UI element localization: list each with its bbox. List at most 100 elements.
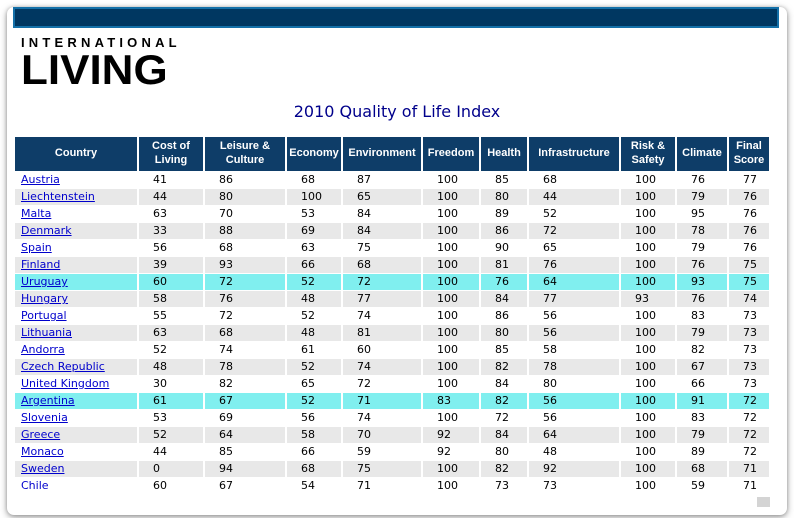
score-cell: 91 — [677, 393, 727, 409]
table-row: Spain 56 68 63 75 100 90 65 100 79 76 — [15, 240, 769, 256]
score-cell: 78 — [529, 359, 619, 375]
score-cell: 81 — [481, 257, 527, 273]
country-link[interactable]: Denmark — [21, 224, 72, 237]
score-cell: 82 — [219, 377, 233, 390]
score-cell: 100 — [635, 479, 656, 492]
score-cell: 100 — [437, 479, 458, 492]
score-cell: 52 — [287, 359, 341, 375]
score-cell: 92 — [423, 427, 479, 443]
country-cell: Czech Republic — [15, 359, 137, 375]
score-cell: 100 — [423, 223, 479, 239]
score-cell: 56 — [529, 325, 619, 341]
score-cell: 80 — [495, 445, 509, 458]
country-link[interactable]: Monaco — [21, 445, 64, 458]
country-link[interactable]: Hungary — [21, 292, 68, 305]
score-cell: 65 — [301, 377, 315, 390]
score-cell: 72 — [357, 377, 371, 390]
country-cell: Hungary — [15, 291, 137, 307]
table-row: Sweden 0 94 68 75 100 82 92 100 68 71 — [15, 461, 769, 477]
score-cell: 90 — [495, 241, 509, 254]
score-cell: 67 — [205, 393, 285, 409]
country-link[interactable]: United Kingdom — [21, 377, 110, 390]
score-cell: 60 — [357, 343, 371, 356]
score-cell: 58 — [287, 427, 341, 443]
country-link[interactable]: Liechtenstein — [21, 190, 95, 203]
score-cell: 63 — [301, 241, 315, 254]
table-row: Czech Republic 48 78 52 74 100 82 78 100 67 73 — [15, 359, 769, 375]
score-cell: 72 — [205, 274, 285, 290]
country-link[interactable]: Slovenia — [21, 411, 68, 424]
country-link[interactable]: Lithuania — [21, 326, 72, 339]
score-cell: 72 — [495, 411, 509, 424]
score-cell: 86 — [481, 223, 527, 239]
score-cell: 82 — [481, 393, 527, 409]
score-cell: 44 — [153, 445, 167, 458]
country-link[interactable]: Portugal — [21, 309, 67, 322]
country-link[interactable]: Argentina — [21, 394, 75, 407]
score-cell: 60 — [153, 479, 167, 492]
score-cell: 59 — [357, 445, 371, 458]
country-link[interactable]: Spain — [21, 241, 52, 254]
country-cell: United Kingdom — [15, 376, 137, 392]
country-link[interactable]: Greece — [21, 428, 61, 441]
score-cell: 100 — [621, 223, 675, 239]
score-cell: 100 — [621, 257, 675, 273]
score-cell: 74 — [357, 411, 371, 424]
score-cell: 100 — [621, 325, 675, 341]
score-cell: 63 — [139, 325, 203, 341]
column-header-infrastructure: Infrastructure — [529, 137, 619, 171]
country-cell: Argentina — [15, 393, 137, 409]
column-header-environment: Environment — [343, 137, 421, 171]
score-cell: 100 — [621, 274, 675, 290]
score-cell: 80 — [481, 325, 527, 341]
score-cell: 73 — [743, 309, 757, 322]
country-cell: Malta — [15, 206, 137, 222]
country-cell: Liechtenstein — [15, 189, 137, 205]
score-cell: 100 — [423, 461, 479, 477]
country-link[interactable]: Sweden — [21, 462, 65, 475]
score-cell: 61 — [139, 393, 203, 409]
column-header-final-score: Final Score — [729, 137, 769, 171]
score-cell: 48 — [287, 291, 341, 307]
country-link[interactable]: Finland — [21, 258, 61, 271]
table-row: Monaco 44 85 66 59 92 80 48 100 89 72 — [15, 444, 769, 460]
score-cell: 68 — [205, 325, 285, 341]
score-cell: 52 — [153, 343, 167, 356]
score-cell: 87 — [357, 173, 371, 186]
score-cell: 72 — [729, 393, 769, 409]
score-cell: 70 — [343, 427, 421, 443]
score-cell: 53 — [153, 411, 167, 424]
table-row: Lithuania 63 68 48 81 100 80 56 100 79 73 — [15, 325, 769, 341]
country-cell: Andorra — [15, 342, 137, 358]
score-cell: 59 — [691, 479, 705, 492]
country-link[interactable]: Malta — [21, 207, 52, 220]
score-cell: 76 — [529, 257, 619, 273]
score-cell: 65 — [343, 189, 421, 205]
score-cell: 89 — [495, 207, 509, 220]
score-cell: 65 — [543, 241, 557, 254]
page-card: INTERNATIONAL LIVING 2010 Quality of Lif… — [7, 7, 787, 515]
score-cell: 30 — [153, 377, 167, 390]
score-cell: 67 — [219, 479, 233, 492]
score-cell: 52 — [139, 427, 203, 443]
score-cell: 93 — [621, 291, 675, 307]
score-cell: 68 — [543, 173, 557, 186]
score-cell: 100 — [423, 274, 479, 290]
score-cell: 76 — [481, 274, 527, 290]
country-cell: Sweden — [15, 461, 137, 477]
score-cell: 100 — [437, 309, 458, 322]
score-cell: 82 — [481, 359, 527, 375]
score-cell: 80 — [205, 189, 285, 205]
country-link[interactable]: Uruguay — [21, 275, 68, 288]
score-cell: 100 — [423, 359, 479, 375]
country-link[interactable]: Czech Republic — [21, 360, 105, 373]
score-cell: 100 — [635, 445, 656, 458]
country-link[interactable]: Andorra — [21, 343, 65, 356]
score-cell: 76 — [205, 291, 285, 307]
score-cell: 67 — [677, 359, 727, 375]
country-cell: Monaco — [15, 444, 137, 460]
score-cell: 66 — [691, 377, 705, 390]
country-link[interactable]: Austria — [21, 173, 60, 186]
table-row: Andorra 52 74 61 60 100 85 58 100 82 73 — [15, 342, 769, 358]
score-cell: 41 — [153, 173, 167, 186]
